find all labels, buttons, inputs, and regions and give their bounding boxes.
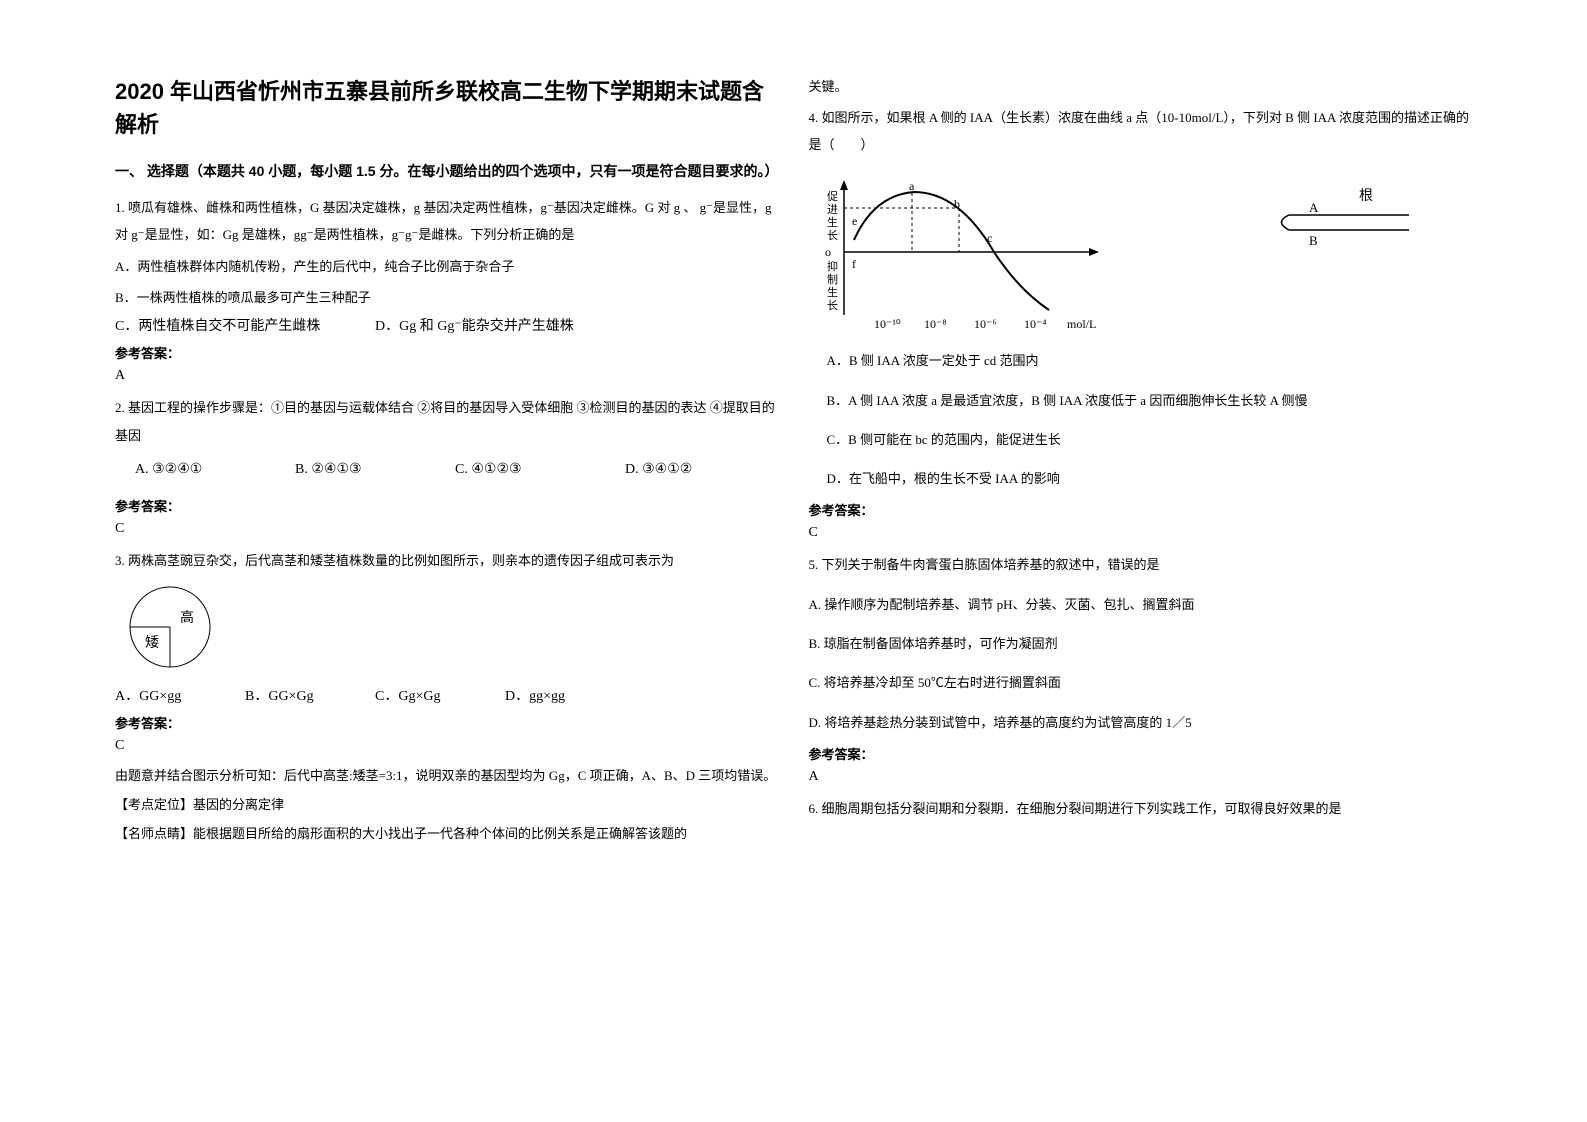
svg-text:a: a — [909, 179, 915, 193]
q5-opt-d: D. 将培养基趁热分装到试管中，培养基的高度约为试管高度的 1／5 — [809, 709, 1473, 736]
q3-answer: C — [115, 738, 779, 754]
svg-text:f: f — [852, 257, 856, 271]
q5-opt-b: B. 琼脂在制备固体培养基时，可作为凝固剂 — [809, 630, 1473, 657]
q3-pie-chart: 高 矮 — [125, 582, 779, 677]
q2-opt-a: A. ③②④① — [135, 461, 295, 478]
q4-opt-c: C．B 侧可能在 bc 的范围内，能促进生长 — [827, 426, 1473, 453]
answer-label: 参考答案： — [809, 500, 1473, 519]
svg-text:制: 制 — [827, 273, 838, 286]
pie-high-label: 高 — [180, 609, 194, 626]
svg-text:mol/L: mol/L — [1067, 317, 1096, 330]
q3-opts: A．GG×gg B．GG×Gg C．Gg×Gg D．gg×gg — [115, 685, 779, 705]
q3-opt-a: A．GG×gg — [115, 685, 245, 705]
svg-text:10⁻¹⁰: 10⁻¹⁰ — [874, 317, 901, 330]
svg-text:c: c — [987, 231, 992, 245]
svg-text:A: A — [1309, 200, 1319, 215]
question-4: 4. 如图所示，如果根 A 侧的 IAA（生长素）浓度在曲线 a 点（10-10… — [809, 104, 1473, 159]
q5-opt-a: A. 操作顺序为配制培养基、调节 pH、分装、灭菌、包扎、搁置斜面 — [809, 591, 1473, 618]
svg-text:生: 生 — [827, 285, 838, 299]
q1-opts-cd: C．两性植株自交不可能产生雌株 D．Gg 和 Gg⁻能杂交并产生雄株 — [115, 315, 779, 335]
q2-opt-c: C. ④①②③ — [455, 461, 625, 478]
svg-text:10⁻⁸: 10⁻⁸ — [924, 317, 947, 330]
q1-opt-b: B．一株两性植株的喷瓜最多可产生三种配子 — [115, 284, 779, 311]
q4-opt-a: A．B 侧 IAA 浓度一定处于 cd 范围内 — [827, 347, 1473, 374]
q2-opts: A. ③②④① B. ②④①③ C. ④①②③ D. ③④①② — [115, 461, 779, 478]
svg-text:抑: 抑 — [827, 259, 838, 273]
q1-answer: A — [115, 368, 779, 384]
q3-cont: 关键。 — [809, 75, 1473, 100]
answer-label: 参考答案： — [115, 496, 779, 515]
q4-opt-d: D．在飞船中，根的生长不受 IAA 的影响 — [827, 465, 1473, 492]
svg-text:10⁻⁶: 10⁻⁶ — [974, 317, 997, 330]
svg-text:10⁻⁴: 10⁻⁴ — [1024, 317, 1047, 330]
q3-explanation1: 由题意并结合图示分析可知：后代中高茎:矮茎=3:1，说明双亲的基因型均为 Gg，… — [115, 764, 779, 789]
question-3: 3. 两株高茎豌豆杂交，后代高茎和矮茎植株数量的比例如图所示，则亲本的遗传因子组… — [115, 547, 779, 574]
question-6: 6. 细胞周期包括分裂间期和分裂期．在细胞分裂间期进行下列实践工作，可取得良好效… — [809, 795, 1473, 822]
q3-explanation2: 【考点定位】基因的分离定律 — [115, 793, 779, 818]
q4-chart: 促 进 生 长 o 抑 制 生 长 a b c e — [809, 170, 1473, 335]
q2-answer: C — [115, 521, 779, 537]
q3-opt-c: C．Gg×Gg — [375, 685, 505, 705]
q2-opt-b: B. ②④①③ — [295, 461, 455, 478]
svg-text:进: 进 — [827, 203, 838, 216]
svg-text:长: 长 — [827, 229, 838, 242]
q4-opt-b: B．A 侧 IAA 浓度 a 是最适宜浓度，B 侧 IAA 浓度低于 a 因而细… — [827, 387, 1473, 414]
svg-text:生: 生 — [827, 215, 838, 229]
section-header: 一、 选择题（本题共 40 小题，每小题 1.5 分。在每小题给出的四个选项中，… — [115, 159, 779, 184]
svg-text:根: 根 — [1359, 188, 1373, 204]
pie-short-label: 矮 — [145, 635, 159, 651]
svg-text:o: o — [825, 245, 831, 259]
question-2: 2. 基因工程的操作步骤是：①目的基因与运载体结合 ②将目的基因导入受体细胞 ③… — [115, 394, 779, 449]
q5-answer: A — [809, 769, 1473, 785]
left-column: 2020 年山西省忻州市五寨县前所乡联校高二生物下学期期末试题含解析 一、 选择… — [100, 75, 794, 1092]
q3-opt-b: B．GG×Gg — [245, 685, 375, 705]
svg-text:e: e — [852, 214, 857, 228]
q1-opt-d: D．Gg 和 Gg⁻能杂交并产生雄株 — [375, 315, 574, 335]
svg-text:B: B — [1309, 233, 1318, 248]
q1-opt-a: A．两性植株群体内随机传粉，产生的后代中，纯合子比例高于杂合子 — [115, 253, 779, 280]
right-column: 关键。 4. 如图所示，如果根 A 侧的 IAA（生长素）浓度在曲线 a 点（1… — [794, 75, 1488, 1092]
svg-text:促: 促 — [827, 189, 838, 203]
answer-label: 参考答案： — [115, 343, 779, 362]
answer-label: 参考答案： — [809, 744, 1473, 763]
answer-label: 参考答案： — [115, 713, 779, 732]
q4-answer: C — [809, 525, 1473, 541]
svg-text:长: 长 — [827, 299, 838, 312]
q1-opt-c: C．两性植株自交不可能产生雌株 — [115, 315, 375, 335]
question-1: 1. 喷瓜有雄株、雌株和两性植株，G 基因决定雄株，g 基因决定两性植株，g⁻基… — [115, 194, 779, 249]
q3-opt-d: D．gg×gg — [505, 685, 565, 705]
q2-opt-d: D. ③④①② — [625, 461, 745, 478]
q5-opt-c: C. 将培养基冷却至 50℃左右时进行搁置斜面 — [809, 669, 1473, 696]
q3-explanation3: 【名师点睛】能根据题目所给的扇形面积的大小找出子一代各种个体间的比例关系是正确解… — [115, 822, 779, 847]
question-5: 5. 下列关于制备牛肉膏蛋白胨固体培养基的叙述中，错误的是 — [809, 551, 1473, 578]
page-title: 2020 年山西省忻州市五寨县前所乡联校高二生物下学期期末试题含解析 — [115, 75, 779, 141]
